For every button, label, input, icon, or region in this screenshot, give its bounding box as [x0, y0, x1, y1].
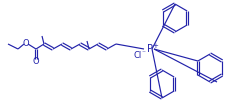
Text: O: O	[33, 57, 39, 66]
Text: ⁻: ⁻	[141, 49, 145, 57]
Text: +: +	[152, 43, 158, 49]
Text: Cl: Cl	[134, 50, 142, 59]
Text: O: O	[23, 40, 29, 49]
Text: P: P	[147, 44, 153, 54]
